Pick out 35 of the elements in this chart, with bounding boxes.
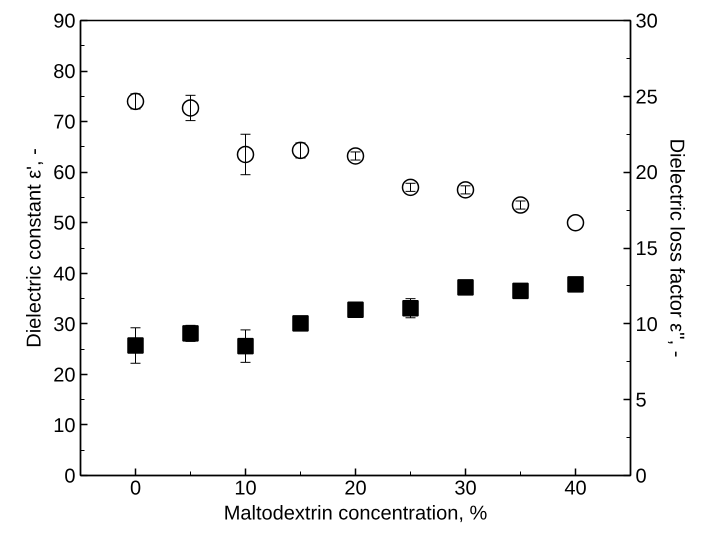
x-tick-label: 0 <box>130 478 142 500</box>
y-tick-label: 50 <box>53 212 76 235</box>
y-axis-title: Dielectric constant ε', - <box>23 148 46 348</box>
point <box>182 99 200 117</box>
x-tick-label: 10 <box>234 478 257 500</box>
y-tick-label: 30 <box>53 314 76 336</box>
point <box>402 300 419 316</box>
point <box>292 315 309 332</box>
point <box>347 301 364 318</box>
point <box>236 146 254 164</box>
y2-tick-label: 20 <box>636 162 658 184</box>
y2-tick-label: 25 <box>636 86 658 108</box>
y2-tick-label: 30 <box>636 10 658 32</box>
y2-tick-label: 10 <box>636 314 658 336</box>
y-tick-label: 10 <box>53 414 76 437</box>
y2-tick-label: 5 <box>636 390 647 412</box>
point <box>567 276 584 293</box>
point <box>512 282 529 300</box>
y-tick-label: 40 <box>53 263 76 286</box>
y2-axis-title: Dielectric loss factor ε'', - <box>666 138 688 358</box>
x-tick-label: 40 <box>564 478 587 500</box>
y-tick-label: 20 <box>53 364 76 386</box>
x-axis-title: Maltodextrin concentration, % <box>224 502 488 524</box>
y2-tick-label: 15 <box>636 238 658 260</box>
y-tick-label: 80 <box>53 61 76 84</box>
x-tick-label: 20 <box>344 478 367 500</box>
point <box>127 337 144 354</box>
point <box>457 279 474 296</box>
point <box>237 338 254 354</box>
y-tick-label: 90 <box>53 10 76 32</box>
x-tick-label: 30 <box>454 478 477 500</box>
y-tick-label: 70 <box>53 112 76 134</box>
point <box>566 214 584 232</box>
point <box>182 325 199 342</box>
y-tick-label: 60 <box>53 162 76 184</box>
